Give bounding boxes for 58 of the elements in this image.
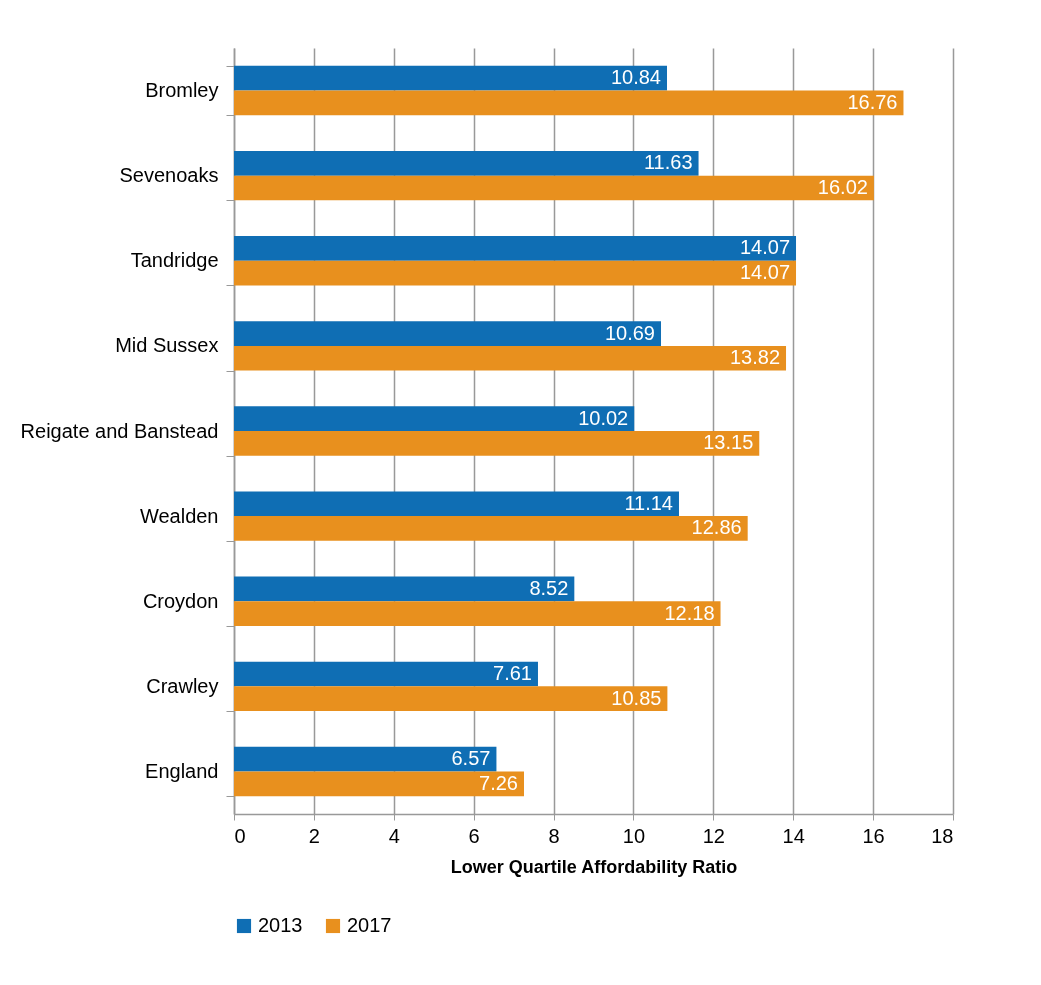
y-tick-label: Tandridge: [130, 249, 219, 272]
data-label: 7.26: [479, 771, 518, 794]
y-tick-label: Wealden: [139, 504, 219, 527]
bar: [234, 260, 797, 286]
data-label: 14.07: [739, 261, 791, 284]
x-tick-label: 18: [931, 824, 954, 847]
data-label: 10.84: [610, 66, 661, 89]
y-tick-label: Croydon: [142, 589, 219, 612]
y-tick-label: Crawley: [146, 674, 219, 697]
bar: [234, 746, 497, 772]
bar: [234, 491, 679, 517]
legend-label: 2017: [347, 914, 392, 936]
x-tick-label: 14: [782, 824, 805, 847]
bar: [234, 601, 721, 626]
bar: [234, 175, 874, 201]
data-label: 6.57: [451, 747, 491, 770]
data-label: 11.63: [643, 151, 693, 174]
y-tick-label: Reigate and Banstead: [20, 419, 219, 442]
x-tick-label: 12: [702, 824, 725, 847]
x-tick-label: 16: [862, 824, 885, 847]
data-label: 10.85: [611, 686, 662, 709]
y-tick-label: Mid Sussex: [115, 334, 219, 357]
bar: [234, 431, 760, 456]
data-label: 13.82: [729, 346, 781, 369]
bar: [234, 516, 748, 541]
bar: [234, 771, 524, 797]
bar: [234, 321, 662, 346]
y-tick-label: Sevenoaks: [119, 164, 219, 187]
bar: [234, 661, 538, 687]
data-label: 10.02: [578, 406, 629, 429]
bar: [234, 576, 575, 602]
y-tick-label: Bromley: [145, 79, 219, 102]
bar: [234, 686, 668, 712]
data-label: 13.15: [703, 431, 754, 454]
x-tick-label: 4: [388, 824, 400, 847]
bar: [234, 236, 797, 261]
x-axis-title: Lower Quartile Affordability Ratio: [450, 856, 738, 877]
data-label: 11.14: [624, 491, 673, 514]
data-label: 16.76: [847, 90, 898, 113]
x-tick-label: 2: [308, 824, 320, 847]
data-label: 14.07: [739, 236, 791, 259]
x-tick-label: 0: [234, 824, 246, 847]
bar: [234, 345, 787, 371]
data-label: 16.02: [817, 176, 868, 199]
data-label: 10.69: [604, 321, 656, 344]
data-label: 12.86: [691, 516, 742, 539]
x-tick-label: 6: [468, 824, 480, 847]
data-label: 12.18: [664, 601, 715, 624]
x-tick-label: 8: [548, 824, 560, 847]
data-label: 8.52: [529, 576, 569, 599]
legend-label: 2013: [258, 914, 303, 936]
x-tick-label: 10: [622, 824, 646, 847]
bar: [234, 65, 667, 91]
bar: [234, 406, 635, 431]
bar: [234, 150, 699, 176]
data-label: 7.61: [493, 661, 532, 684]
bar: [234, 90, 904, 116]
y-tick-label: England: [145, 759, 219, 782]
